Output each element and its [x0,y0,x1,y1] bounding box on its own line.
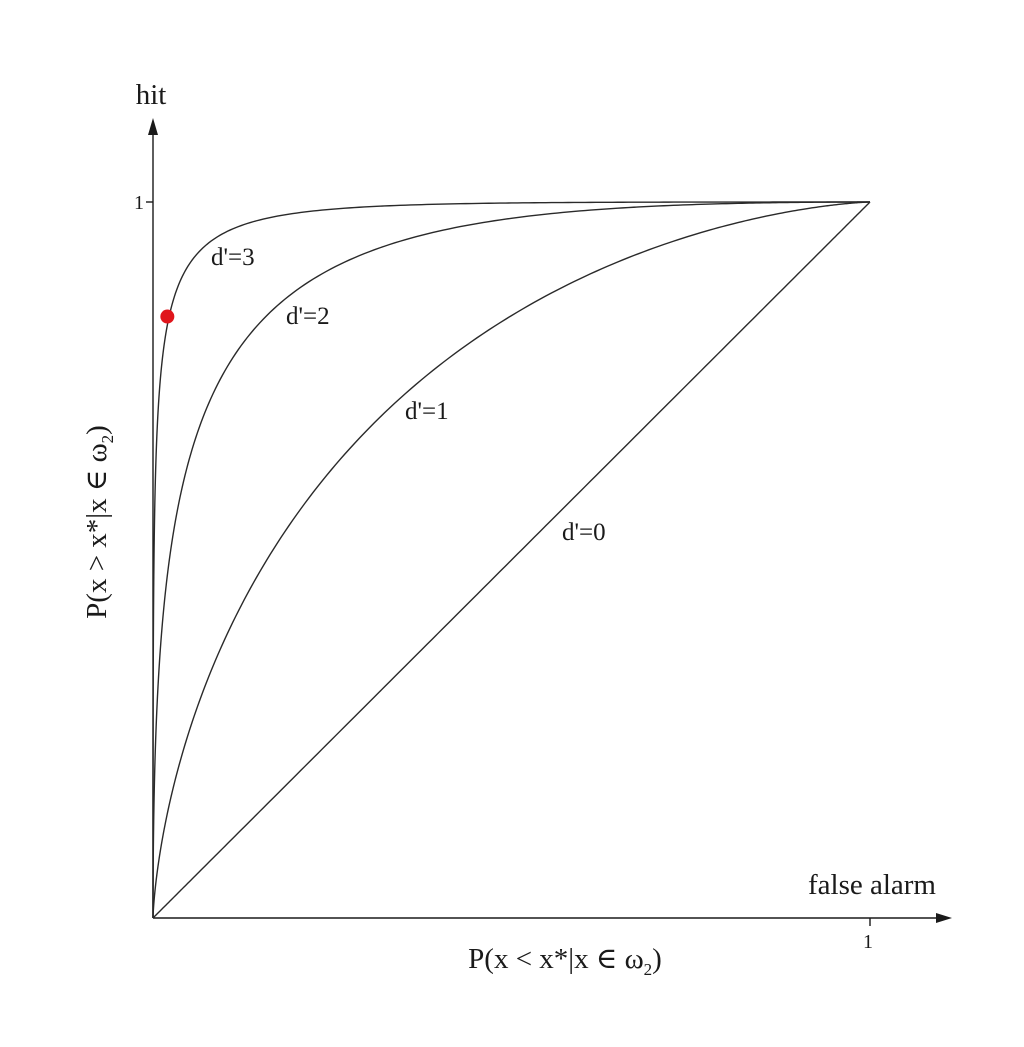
x-axis-expression-subscript: 2 [644,960,653,979]
roc-curve-dprime-0 [152,201,871,919]
x-axis-expression-close: ) [652,943,662,975]
series-label-dprime-0: d'=0 [562,519,606,546]
y-axis-expression: P(x > x*|x ∈ ω2) [81,425,117,619]
series-layer [152,201,871,919]
series-label-dprime-3: d'=3 [211,244,255,271]
y-axis-expression-close: ) [81,425,113,435]
series-label-layer: d'=0 d'=1 d'=2 d'=3 [211,244,606,546]
y-axis-title: hit [136,79,167,111]
x-axis-expression-main: P(x < x*|x ∈ ω [468,943,644,975]
y-axis-arrowhead [148,118,158,135]
roc-curve-dprime-3 [152,201,870,918]
series-label-dprime-1: d'=1 [405,398,449,425]
x-axis-expression: P(x < x*|x ∈ ω2) [468,943,662,979]
series-label-dprime-2: d'=2 [286,303,330,330]
y-tick-label: 1 [134,192,144,214]
y-axis-expression-subscript: 2 [98,435,117,444]
y-axis-expression-main: P(x > x*|x ∈ ω [81,443,113,619]
x-axis-arrowhead [936,913,952,923]
highlight-point [160,309,175,324]
x-tick-label: 1 [863,931,873,953]
x-axis-title: false alarm [808,869,936,901]
